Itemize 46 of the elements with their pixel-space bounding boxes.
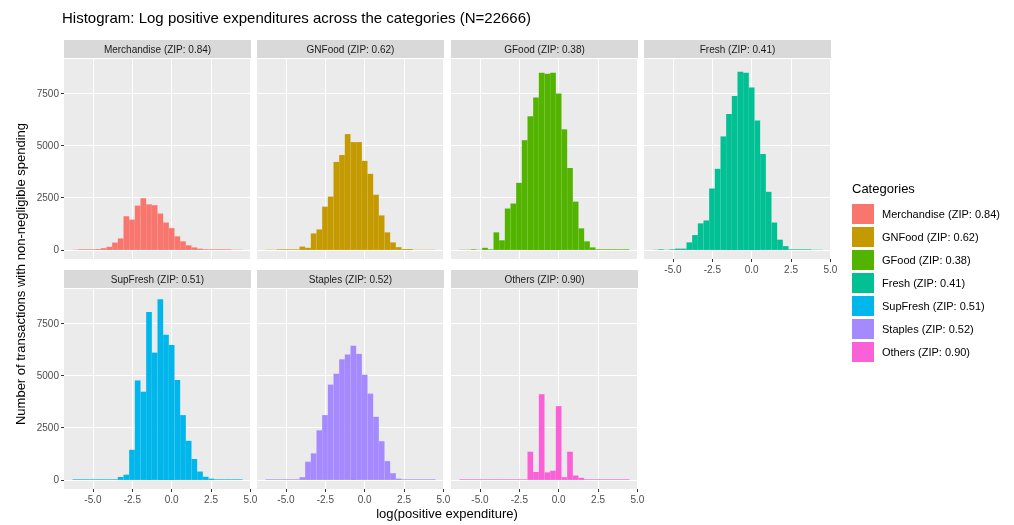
x-tick-label: 5.0 — [630, 493, 645, 505]
x-tick-label: -2.5 — [123, 493, 142, 505]
y-tick-label: 2500 — [36, 422, 60, 434]
text: Number of transactions with non-negligible spending — [12, 122, 28, 426]
legend-label: Merchandise (ZIP: 0.84) — [882, 207, 1000, 220]
chart-title: GNFood (ZIP: 0.62) — [306, 43, 395, 54]
x-tick-label: -2.5 — [316, 493, 335, 505]
x-tick-label: -5.0 — [664, 263, 682, 274]
x-tick-label: 5.0 — [823, 263, 838, 274]
x-tick-label: 0.0 — [164, 493, 179, 505]
y-tick-label: 0 — [53, 474, 60, 486]
y-tick-label: 5000 — [36, 369, 60, 381]
x-tick-label: 2.5 — [783, 263, 799, 274]
chart-title: Staples (ZIP: 0.52) — [308, 273, 393, 285]
text: Histogram: Log positive expenditures across the categories (N=22666) — [62, 9, 531, 26]
legend-label: GNFood (ZIP: 0.62) — [882, 230, 979, 243]
x-tick-label: -5.0 — [84, 493, 102, 505]
x-tick-label: 0.0 — [357, 493, 373, 505]
x-tick-label: 5.0 — [243, 493, 258, 505]
y-tick-label: 2500 — [36, 191, 60, 203]
chart-title: Merchandise (ZIP: 0.84) — [103, 43, 211, 54]
x-tick-label: 2.5 — [203, 493, 219, 505]
chart-title: SupFresh (ZIP: 0.51) — [110, 273, 204, 285]
y-tick-label: 7500 — [36, 87, 60, 99]
legend-title: Categories — [852, 181, 916, 196]
legend-label: SupFresh (ZIP: 0.51) — [882, 299, 985, 312]
x-tick-label: 5.0 — [436, 493, 451, 505]
y-tick-label: 0 — [53, 243, 60, 255]
x-tick-label: 2.5 — [397, 493, 412, 505]
y-tick-label: 5000 — [36, 139, 60, 151]
chart-title: Others (ZIP: 0.90) — [504, 273, 585, 285]
legend-label: GFood (ZIP: 0.38) — [882, 253, 971, 266]
legend-label: Others (ZIP: 0.90) — [882, 345, 971, 358]
x-tick-label: -5.0 — [277, 493, 296, 505]
x-tick-label: -5.0 — [470, 493, 489, 505]
x-tick-label: -2.5 — [510, 493, 528, 505]
chart-title: GFood (ZIP: 0.38) — [503, 43, 585, 54]
x-tick-label: 0.0 — [744, 263, 759, 274]
legend-label: Staples (ZIP: 0.52) — [882, 322, 974, 335]
legend-label: Fresh (ZIP: 0.41) — [882, 276, 966, 289]
x-tick-label: 2.5 — [590, 493, 605, 505]
x-tick-label: -2.5 — [703, 263, 722, 274]
text: log(positive expenditure) — [376, 506, 518, 521]
chart-title: Fresh (ZIP: 0.41) — [699, 43, 776, 54]
x-tick-label: 0.0 — [551, 493, 566, 505]
y-tick-label: 7500 — [36, 317, 60, 329]
